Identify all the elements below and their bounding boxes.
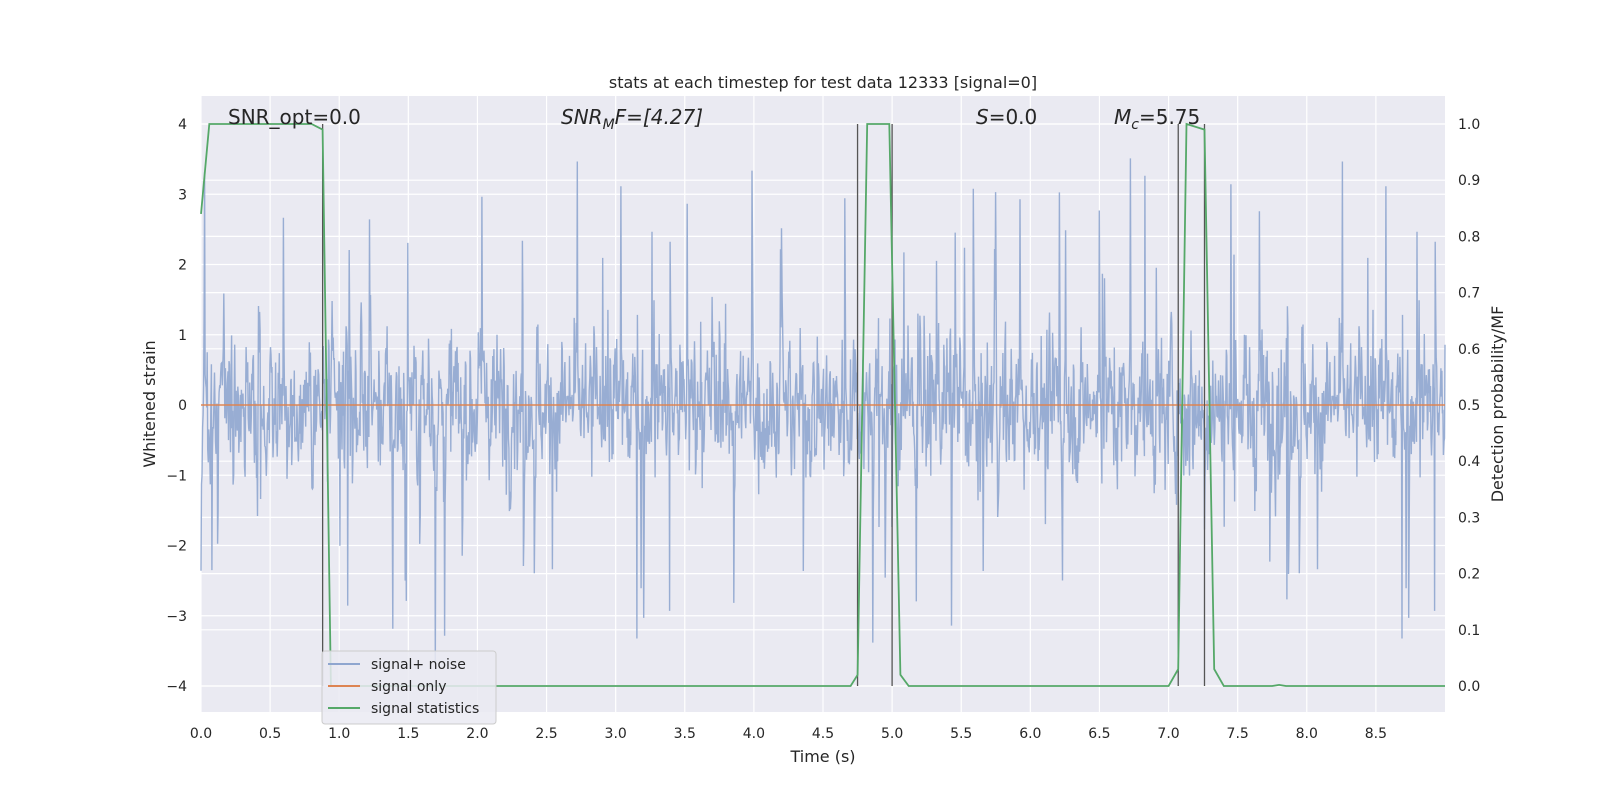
x-tick-label: 0.0 [190,726,212,742]
annotation-s: S=0.0 [976,105,1037,129]
x-tick-label: 8.5 [1365,726,1387,742]
legend-label-signal-statistics: signal statistics [371,701,479,717]
left-y-tick-label: 2 [178,258,187,274]
left-y-tick-label: −4 [166,679,187,695]
x-tick-label: 6.5 [1088,726,1110,742]
left-y-tick-label: 1 [178,328,187,344]
right-y-tick-label: 0.5 [1458,398,1480,414]
signal-statistics-line [200,122,1445,687]
right-y-tick-label: 0.8 [1458,229,1480,245]
vertical-markers [321,124,1206,686]
x-tick-label: 4.0 [743,726,765,742]
x-tick-label: 8.0 [1296,726,1318,742]
signal-statistics-series [200,122,1445,687]
annotation-snr-opt: SNR_opt=0.0 [228,105,361,129]
x-tick-label: 5.0 [881,726,903,742]
left-y-tick-label: 4 [178,117,187,133]
x-tick-label: 2.5 [535,726,557,742]
x-tick-label: 1.5 [397,726,419,742]
chart-title: stats at each timestep for test data 123… [609,73,1037,92]
right-y-tick-label: 0.4 [1458,454,1480,470]
x-tick-label: 5.5 [950,726,972,742]
left-y-tick-label: 3 [178,187,187,203]
right-y-tick-label: 0.3 [1458,510,1480,526]
right-y-tick-label: 0.7 [1458,286,1480,302]
x-tick-label: 3.0 [605,726,627,742]
left-y-tick-label: −1 [166,468,187,484]
legend: signal+ noise signal only signal statist… [321,650,497,725]
x-tick-label: 2.0 [466,726,488,742]
signal-noise-line [200,158,1446,668]
x-tick-label: 3.5 [674,726,696,742]
x-axis-label: Time (s) [789,747,855,766]
x-axis-ticks: 0.0 0.5 1.0 1.5 2.0 2.5 3.0 3.5 4.0 4.5 5.0 5.5 6.0 6… [190,726,1387,742]
right-y-axis-label: Detection probability/MF [1488,306,1507,503]
annotation-mc: Mc=5.75 [1114,105,1200,133]
x-tick-label: 7.0 [1157,726,1179,742]
right-y-tick-label: 0.6 [1458,342,1480,358]
signal-noise-series [200,158,1446,668]
x-tick-label: 4.5 [812,726,834,742]
right-y-axis-ticks: 1.0 0.9 0.8 0.7 0.6 0.5 0.4 0.3 0.2 0.1 0.0 [1458,117,1480,695]
annotation-snr-mf: SNRMF=[4.27] [561,105,703,133]
right-y-tick-label: 0.9 [1458,173,1480,189]
legend-box [321,650,497,725]
x-tick-label: 0.5 [259,726,281,742]
legend-label-signal-only: signal only [371,679,446,695]
x-tick-label: 6.0 [1019,726,1041,742]
x-tick-label: 7.5 [1227,726,1249,742]
left-y-tick-label: 0 [178,398,187,414]
left-y-tick-label: −2 [166,539,187,555]
x-tick-label: 1.0 [328,726,350,742]
right-y-tick-label: 0.2 [1458,567,1480,583]
right-y-tick-label: 0.0 [1458,679,1480,695]
left-y-tick-label: −3 [166,609,187,625]
right-y-tick-label: 0.1 [1458,623,1480,639]
left-y-axis-label: Whitened strain [140,340,159,467]
legend-label-signal-noise: signal+ noise [371,657,466,673]
right-y-tick-label: 1.0 [1458,117,1480,133]
left-y-axis-ticks: 4 3 2 1 0 −1 −2 −3 −4 [166,117,187,695]
